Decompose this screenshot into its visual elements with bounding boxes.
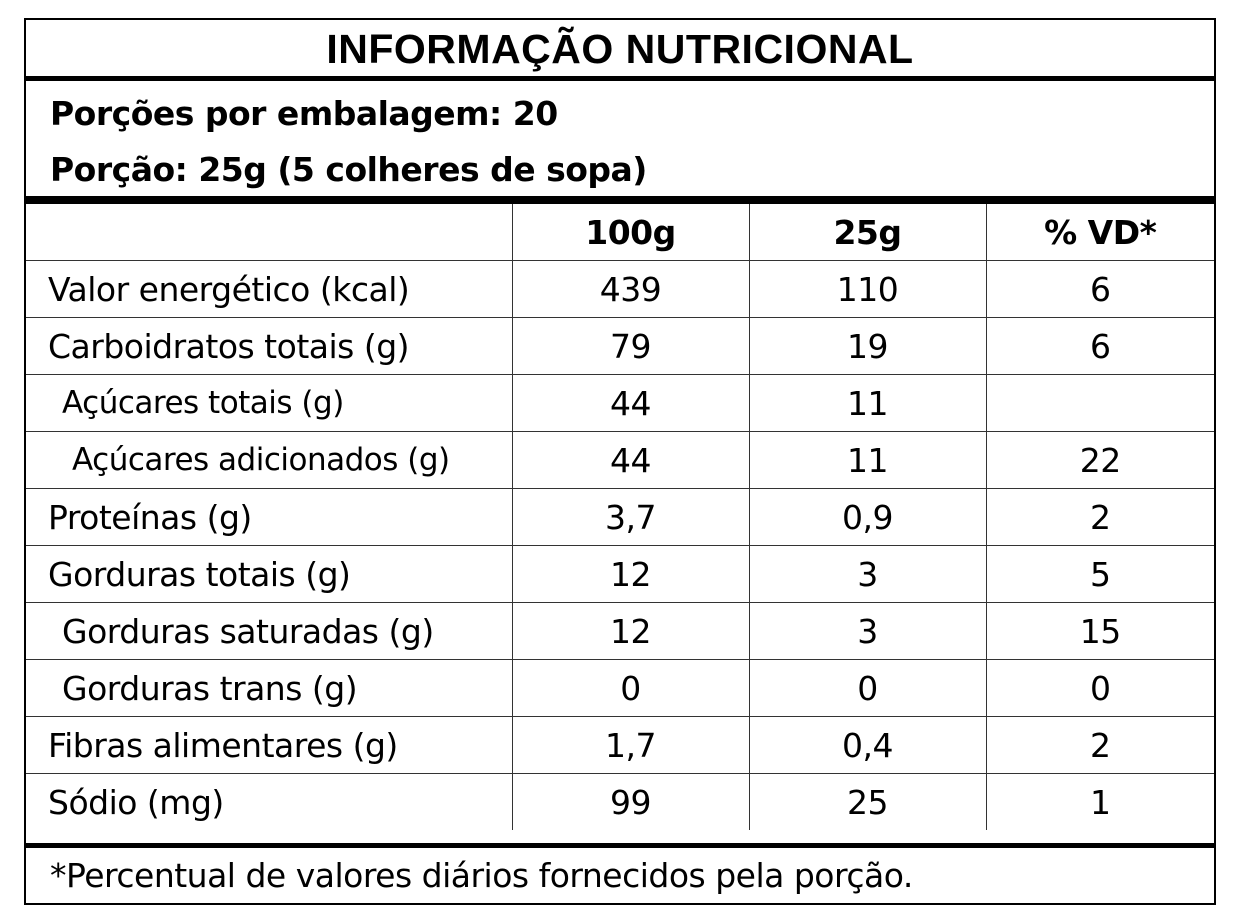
nutrient-name: Gorduras trans (g) xyxy=(26,659,513,717)
table-row: Açúcares totais (g) 44 11 xyxy=(26,374,1214,432)
value-serving: 25 xyxy=(748,773,987,830)
value-serving: 110 xyxy=(748,260,987,318)
value-100g: 1,7 xyxy=(511,716,750,774)
value-vd: 1 xyxy=(985,773,1214,830)
nutrient-name: Valor energético (kcal) xyxy=(26,260,513,318)
serving-divider xyxy=(26,196,1214,204)
value-vd: 2 xyxy=(985,488,1214,546)
value-vd xyxy=(985,374,1214,432)
title-divider xyxy=(26,76,1214,81)
nutrient-name: Gorduras saturadas (g) xyxy=(26,602,513,660)
value-100g: 44 xyxy=(511,431,750,489)
nutrient-name: Açúcares adicionados (g) xyxy=(26,431,513,489)
table-row: Fibras alimentares (g) 1,7 0,4 2 xyxy=(26,716,1214,774)
footnote: *Percentual de valores diários fornecido… xyxy=(50,856,913,895)
value-vd: 2 xyxy=(985,716,1214,774)
value-100g: 12 xyxy=(511,602,750,660)
value-serving: 0,9 xyxy=(748,488,987,546)
value-100g: 99 xyxy=(511,773,750,830)
nutrition-table: 100g 25g % VD* Valor energético (kcal) 4… xyxy=(26,204,1214,830)
value-vd: 0 xyxy=(985,659,1214,717)
value-serving: 3 xyxy=(748,545,987,603)
serving-size: Porção: 25g (5 colheres de sopa) xyxy=(50,150,647,189)
table-row: Açúcares adicionados (g) 44 11 22 xyxy=(26,431,1214,489)
nutrient-name: Carboidratos totais (g) xyxy=(26,317,513,375)
value-serving: 19 xyxy=(748,317,987,375)
header-100g: 100g xyxy=(511,204,750,261)
nutrient-name: Fibras alimentares (g) xyxy=(26,716,513,774)
table-header-row: 100g 25g % VD* xyxy=(26,204,1214,261)
value-100g: 3,7 xyxy=(511,488,750,546)
header-vd: % VD* xyxy=(985,204,1214,261)
table-row: Valor energético (kcal) 439 110 6 xyxy=(26,260,1214,318)
value-100g: 439 xyxy=(511,260,750,318)
value-100g: 44 xyxy=(511,374,750,432)
value-vd: 5 xyxy=(985,545,1214,603)
nutrient-name: Açúcares totais (g) xyxy=(26,374,513,432)
nutrient-name: Gorduras totais (g) xyxy=(26,545,513,603)
footnote-divider xyxy=(26,843,1214,848)
value-serving: 3 xyxy=(748,602,987,660)
value-serving: 11 xyxy=(748,374,987,432)
value-serving: 0 xyxy=(748,659,987,717)
table-row: Gorduras totais (g) 12 3 5 xyxy=(26,545,1214,603)
value-vd: 6 xyxy=(985,260,1214,318)
value-vd: 22 xyxy=(985,431,1214,489)
label-title: INFORMAÇÃO NUTRICIONAL xyxy=(326,26,914,72)
value-100g: 0 xyxy=(511,659,750,717)
nutrition-facts-label: INFORMAÇÃO NUTRICIONAL Porções por embal… xyxy=(24,18,1216,905)
value-vd: 15 xyxy=(985,602,1214,660)
table-row: Gorduras saturadas (g) 12 3 15 xyxy=(26,602,1214,660)
header-nutrient xyxy=(26,204,513,261)
table-row: Carboidratos totais (g) 79 19 6 xyxy=(26,317,1214,375)
table-row: Sódio (mg) 99 25 1 xyxy=(26,773,1214,830)
table-row: Gorduras trans (g) 0 0 0 xyxy=(26,659,1214,717)
header-25g: 25g xyxy=(748,204,987,261)
value-vd: 6 xyxy=(985,317,1214,375)
value-serving: 11 xyxy=(748,431,987,489)
nutrient-name: Sódio (mg) xyxy=(26,773,513,830)
nutrient-name: Proteínas (g) xyxy=(26,488,513,546)
value-100g: 79 xyxy=(511,317,750,375)
value-serving: 0,4 xyxy=(748,716,987,774)
servings-per-package: Porções por embalagem: 20 xyxy=(50,94,558,133)
table-row: Proteínas (g) 3,7 0,9 2 xyxy=(26,488,1214,546)
value-100g: 12 xyxy=(511,545,750,603)
